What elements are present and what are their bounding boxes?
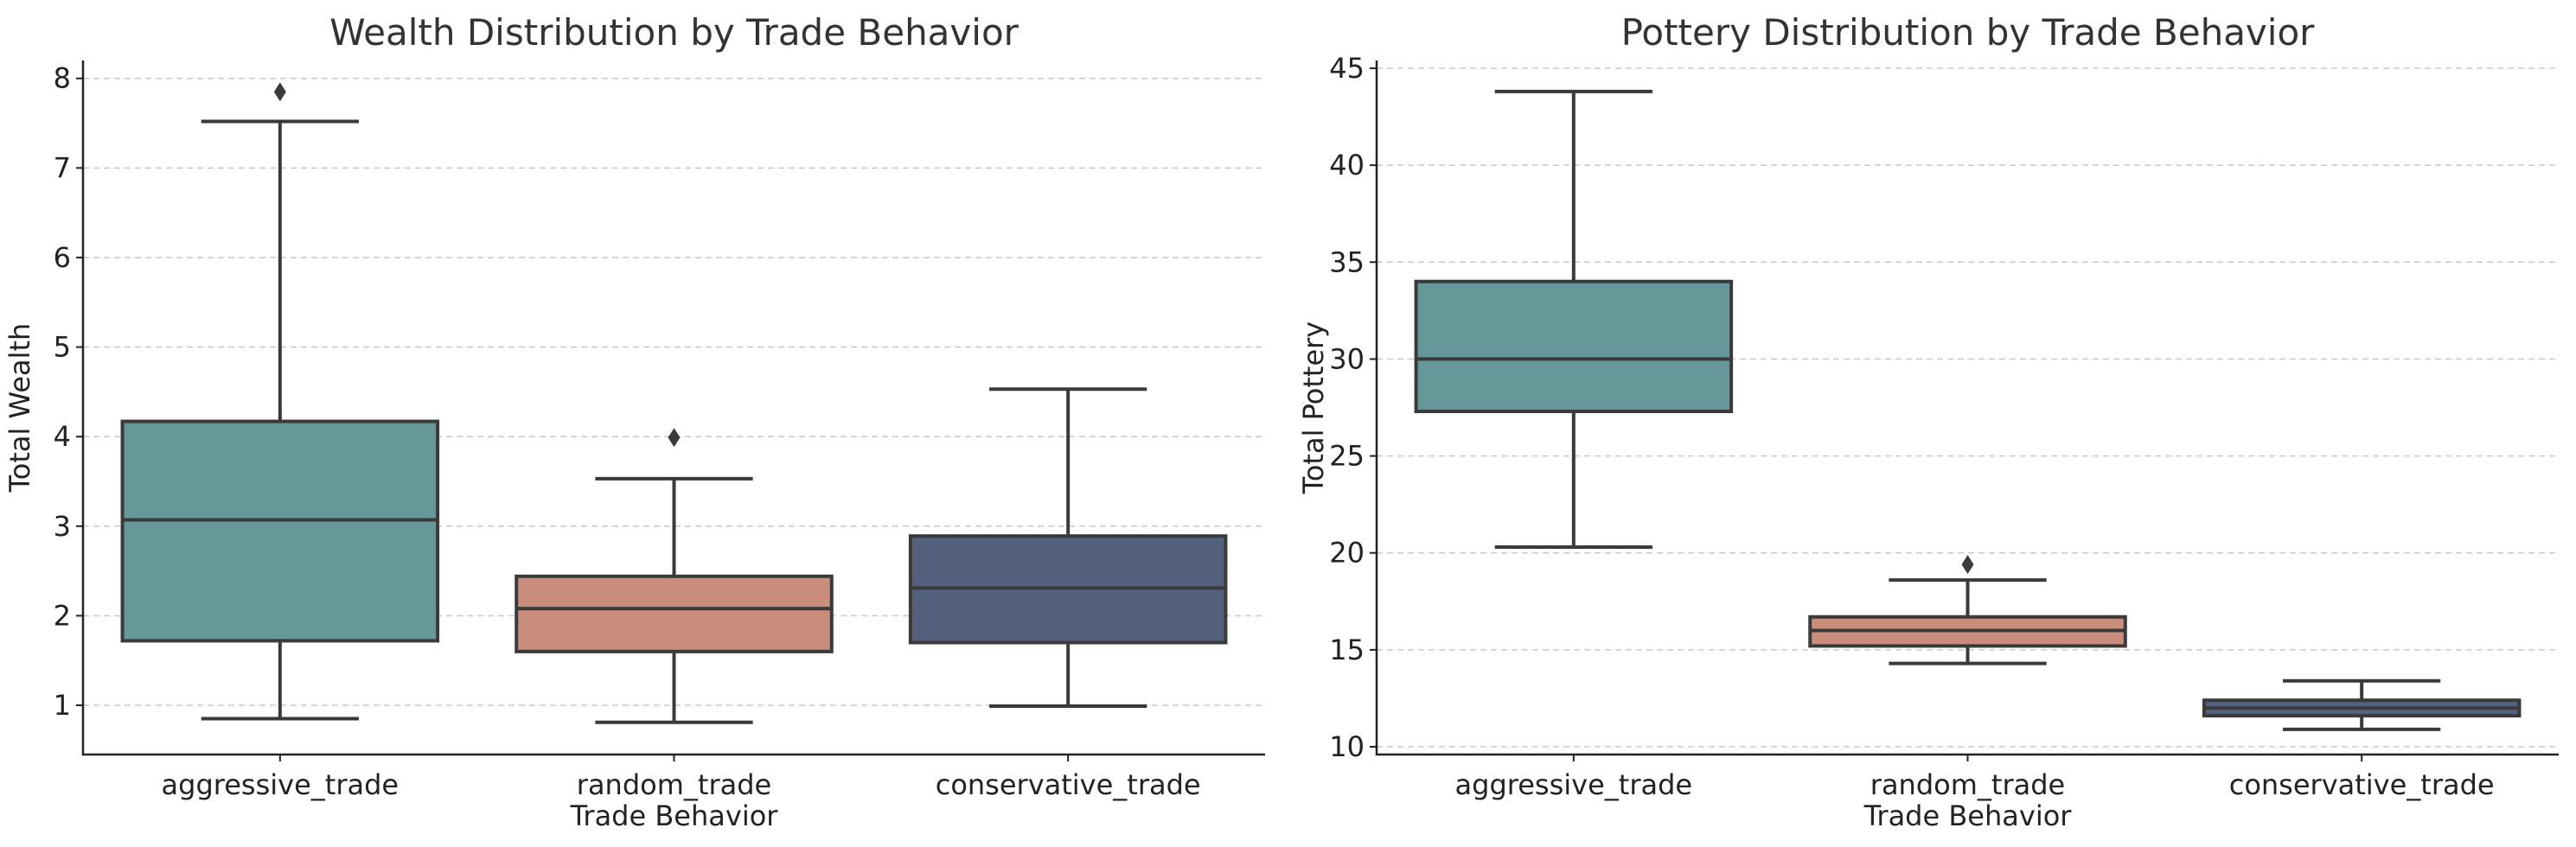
- y-tick-label: 20: [1329, 537, 1365, 570]
- y-tick-label: 4: [54, 420, 71, 453]
- x-tick-label: random_trade: [577, 768, 771, 801]
- outlier-point: [273, 82, 286, 102]
- iqr-box: [515, 574, 834, 653]
- y-axis-label: Total Wealth: [3, 323, 36, 494]
- y-tick-label: 3: [54, 510, 71, 543]
- box-conservative-trade: [908, 387, 1228, 709]
- y-tick-label: 25: [1329, 440, 1365, 473]
- x-tick-label: aggressive_trade: [162, 768, 400, 801]
- box-conservative-trade: [2202, 678, 2522, 731]
- y-tick-label: 1: [54, 689, 71, 722]
- iqr-box: [120, 419, 440, 643]
- box-plots: [1414, 89, 2522, 731]
- outlier-point: [668, 428, 681, 448]
- x-axis-label: Trade Behavior: [570, 799, 779, 832]
- x-axis-label: Trade Behavior: [1863, 799, 2073, 832]
- axis-spines: [1375, 60, 2559, 756]
- y-axis-label: Total Pottery: [1297, 322, 1330, 495]
- x-tick-label: conservative_trade: [2229, 768, 2495, 801]
- chart-title: Pottery Distribution by Trade Behavior: [1621, 11, 2316, 54]
- x-axis-ticks: aggressive_trade random_trade conservative…: [1455, 755, 2495, 801]
- box-random-trade: [1808, 555, 2127, 666]
- pottery-chart-panel: Pottery Distribution by Trade Behavior T…: [1297, 11, 2559, 832]
- y-tick-label: 15: [1329, 634, 1365, 666]
- y-tick-label: 45: [1329, 52, 1365, 85]
- y-tick-label: 2: [54, 599, 71, 632]
- y-axis-ticks: 10 15 20 25 30 35 40 45: [1329, 52, 1377, 763]
- iqr-box: [1414, 279, 1734, 413]
- y-tick-label: 8: [54, 62, 71, 95]
- box-aggressive-trade: [120, 82, 440, 721]
- y-axis-ticks: 1 2 3 4 5 6 7 8: [54, 62, 83, 722]
- y-tick-label: 40: [1329, 149, 1365, 182]
- axis-spines: [81, 60, 1265, 756]
- box-aggressive-trade: [1414, 89, 1734, 549]
- chart-title: Wealth Distribution by Trade Behavior: [329, 11, 1020, 54]
- x-tick-label: random_trade: [1870, 768, 2065, 801]
- outlier-point: [1961, 555, 1974, 575]
- box-plots: [120, 82, 1228, 724]
- x-tick-label: conservative_trade: [936, 768, 1201, 801]
- x-tick-label: aggressive_trade: [1455, 768, 1693, 801]
- x-axis-ticks: aggressive_trade random_trade conservative…: [162, 755, 1201, 801]
- y-tick-label: 35: [1329, 245, 1365, 278]
- y-tick-label: 30: [1329, 342, 1365, 375]
- y-tick-label: 6: [54, 241, 71, 274]
- y-tick-label: 7: [54, 151, 71, 184]
- y-tick-label: 10: [1329, 730, 1365, 763]
- y-tick-label: 5: [54, 331, 71, 364]
- wealth-chart-panel: Wealth Distribution by Trade Behavior Tr…: [3, 11, 1265, 832]
- box-random-trade: [515, 428, 834, 724]
